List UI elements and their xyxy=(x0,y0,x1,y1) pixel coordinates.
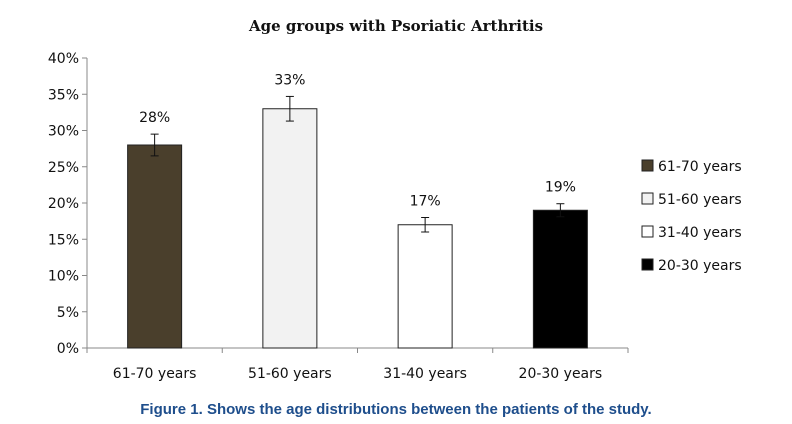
x-tick-label: 31-40 years xyxy=(383,366,467,382)
x-tick-label: 20-30 years xyxy=(519,366,603,382)
chart-axes: 0% 5% 10% 15% 20% 25% 30% 35% 40% 61-70 years 51-6… xyxy=(48,51,629,382)
legend-swatch xyxy=(641,159,654,172)
data-label: 19% xyxy=(545,180,576,196)
x-tick-label: 61-70 years xyxy=(113,366,197,382)
chart-title: Age groups with Psoriatic Arthritis xyxy=(248,17,543,35)
data-label: 33% xyxy=(274,72,305,88)
legend-label: 61-70 years xyxy=(658,159,742,175)
y-tick-label: 20% xyxy=(48,196,79,212)
figure-caption: Figure 1. Shows the age distributions be… xyxy=(140,401,651,418)
y-tick-label: 10% xyxy=(48,269,79,285)
y-tick-label: 25% xyxy=(48,160,79,176)
bar-61-70-years xyxy=(127,144,183,349)
legend-label: 31-40 years xyxy=(658,225,742,241)
legend-swatch xyxy=(641,225,654,238)
legend-swatch xyxy=(641,192,654,205)
data-label: 17% xyxy=(410,194,441,210)
legend-swatch xyxy=(641,258,654,271)
y-tick-label: 40% xyxy=(48,51,79,67)
legend-label: 20-30 years xyxy=(658,258,742,274)
data-label: 28% xyxy=(139,110,170,126)
y-tick-label: 15% xyxy=(48,232,79,248)
bar-31-40-years xyxy=(397,224,453,349)
bar-20-30-years xyxy=(532,209,588,349)
y-tick-label: 0% xyxy=(57,341,79,357)
x-tick-label: 51-60 years xyxy=(248,366,332,382)
y-tick-label: 35% xyxy=(48,87,79,103)
chart-legend: 61-70 years 51-60 years 31-40 years 20-30 y… xyxy=(641,159,742,274)
y-tick-label: 30% xyxy=(48,124,79,140)
y-tick-label: 5% xyxy=(57,305,79,321)
legend-label: 51-60 years xyxy=(658,192,742,208)
bar-51-60-years xyxy=(262,108,318,349)
chart-bars: 28% 33% 17% 19% xyxy=(127,72,588,349)
